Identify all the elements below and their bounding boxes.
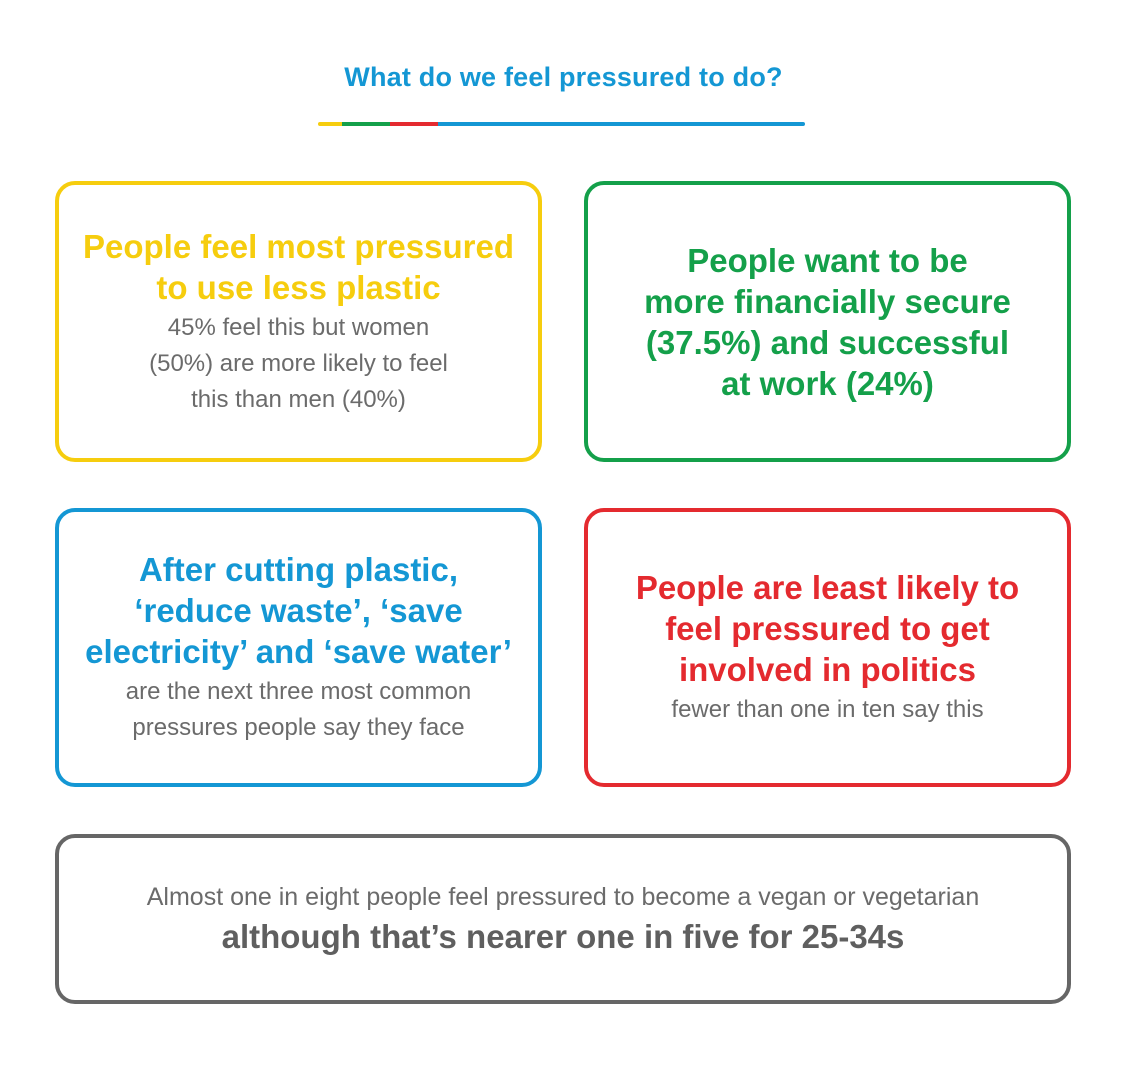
card-politics-headline: People are least likely to feel pressure… bbox=[635, 569, 1020, 688]
card-vegan: Almost one in eight people feel pressure… bbox=[55, 834, 1071, 1004]
underline-red-segment bbox=[390, 122, 438, 126]
page-title: What do we feel pressured to do? bbox=[344, 62, 783, 92]
underline-green-segment bbox=[342, 122, 390, 126]
underline-yellow-segment bbox=[318, 122, 342, 126]
underline-blue-segment bbox=[438, 122, 805, 126]
card-financial-headline: People want to be more financially secur… bbox=[644, 241, 1011, 402]
card-vegan-headline: although that’s nearer one in five for 2… bbox=[221, 918, 905, 955]
card-politics-body: fewer than one in ten say this bbox=[671, 696, 984, 723]
card-politics: People are least likely to feel pressure… bbox=[584, 508, 1071, 787]
card-plastic-headline: People feel most pressured to use less p… bbox=[83, 227, 514, 306]
card-plastic-body: 45% feel this but women (50%) are more l… bbox=[149, 313, 448, 413]
card-plastic: People feel most pressured to use less p… bbox=[55, 181, 542, 462]
card-waste: After cutting plastic, ‘reduce waste’, ‘… bbox=[55, 508, 542, 787]
title-underline bbox=[318, 122, 805, 126]
card-waste-headline: After cutting plastic, ‘reduce waste’, ‘… bbox=[85, 551, 512, 670]
card-vegan-body: Almost one in eight people feel pressure… bbox=[146, 883, 980, 911]
card-financial: People want to be more financially secur… bbox=[584, 181, 1071, 462]
card-waste-body: are the next three most common pressures… bbox=[125, 678, 472, 741]
